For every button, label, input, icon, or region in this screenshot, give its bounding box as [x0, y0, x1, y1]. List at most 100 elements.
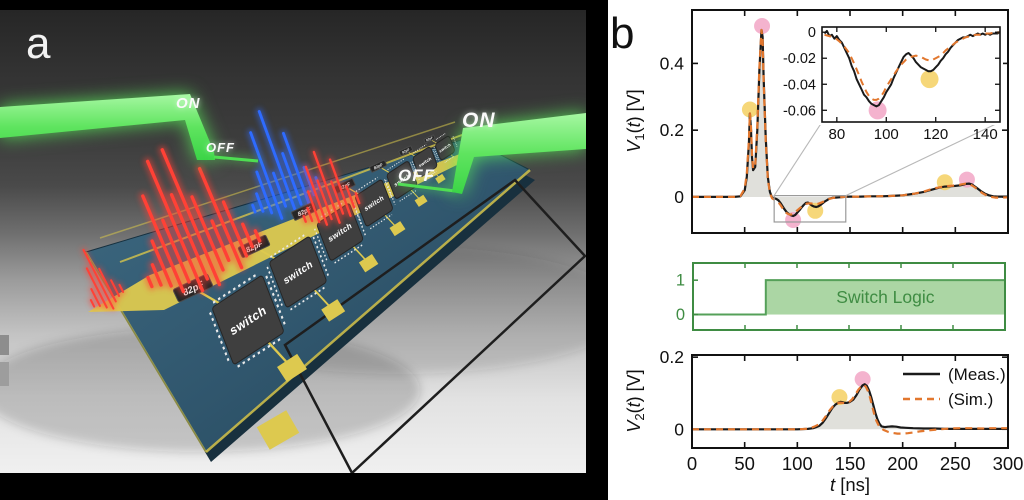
legend-label: (Sim.) [948, 390, 993, 409]
pulse-spike [249, 131, 284, 220]
chip-body [355, 179, 393, 227]
chart-v1: 0 0.2 0.4 V1(t) [V] [624, 9, 1009, 234]
sim-curve [692, 28, 1009, 216]
pulse-spike [345, 185, 356, 209]
capacitor-label: 82pF [402, 147, 412, 154]
inset-ytick-label: 0 [808, 25, 816, 41]
v2-xtick-label: 150 [835, 453, 866, 474]
pulse-spike [312, 150, 341, 224]
signal-state-off-right: OFF [398, 166, 435, 185]
highlight-marker-yellow [831, 389, 848, 406]
v2-xtick-label: 250 [940, 453, 971, 474]
chip-pins [423, 170, 437, 180]
pulse-waveform [247, 108, 324, 222]
highlight-marker-yellow [741, 101, 758, 118]
chart-v1-inset: 0 -0.02 -0.04 -0.06 80 100 120 140 [783, 24, 1003, 143]
solder-pad [389, 221, 406, 237]
sim-curve [824, 31, 1000, 101]
zoom-region-box [773, 195, 847, 223]
signal-state-off-left: OFF [206, 140, 235, 155]
y-axis-label: V2(t) [V] [624, 369, 647, 432]
pulse-spike [282, 131, 312, 207]
capacitor-body [369, 159, 388, 173]
legend-label: (Meas.) [948, 365, 1006, 384]
capacitor-body [398, 145, 414, 157]
chip-pins [290, 285, 327, 311]
chip-body [269, 236, 327, 308]
logic-title: Switch Logic [836, 287, 934, 307]
capacitor: 82pF [369, 159, 388, 173]
v2-ytick-label: 0.2 [660, 347, 684, 367]
x-axis-label: t [ns] [830, 474, 870, 495]
chip-pins [413, 144, 427, 154]
logic-step-trace [693, 279, 1005, 316]
pulse-waveform [300, 149, 363, 228]
pulse-spike [141, 194, 186, 294]
chip-pins [444, 155, 455, 163]
capacitor-label: 82pF [425, 136, 433, 143]
pulse-spike [354, 192, 361, 205]
pulse-spike [85, 267, 108, 309]
chip-pins [384, 179, 393, 199]
solder-pad [256, 410, 300, 450]
v2-xtick-label: 100 [782, 453, 813, 474]
control-signal-right-lead [397, 182, 456, 193]
inset-ytick-label: -0.06 [783, 103, 816, 119]
v1-ytick-label: 0.4 [660, 53, 685, 73]
switch-chip: switch [432, 133, 458, 163]
chip-pins [269, 233, 306, 259]
chip-pins [334, 244, 363, 264]
inset-xtick-label: 140 [973, 126, 998, 143]
pulse-spike [150, 263, 163, 287]
solder-pad [277, 353, 307, 383]
axes-frame [821, 26, 1001, 123]
pulse-spike [241, 222, 254, 249]
area-fill [692, 384, 1008, 430]
v2-xtick-label: 300 [993, 453, 1024, 474]
chip-pins [410, 162, 417, 178]
capacitor: 82pF [398, 145, 414, 157]
chip-pins [399, 189, 417, 202]
pulse-spike [255, 192, 265, 213]
pulse-spike [190, 195, 225, 272]
pulse-spike [328, 158, 352, 217]
signal-state-on-right: ON [462, 109, 496, 132]
highlight-marker-pink [785, 211, 802, 228]
solder-pad [321, 299, 346, 322]
v1-ytick-label: 0.2 [660, 120, 684, 140]
pulse-spike [302, 214, 307, 223]
wire-frame [283, 178, 586, 473]
chip-pins [387, 158, 405, 171]
switch-chip: switch [410, 144, 440, 180]
pulse-spike [160, 148, 222, 287]
pulse-waveform [138, 145, 264, 296]
chip-pins [435, 133, 446, 141]
highlight-marker-pink [868, 101, 887, 120]
switch-chip: switch [352, 176, 396, 230]
pulse-spike [221, 200, 249, 258]
panel-b-plots: b 0 0.2 0.4 V1(t) [V] 0 -0.02 -0.04 -0.06 80 100 1… [608, 0, 1024, 500]
inset-background [819, 24, 1003, 125]
pulse-spike [150, 239, 173, 288]
highlight-marker-pink [854, 371, 871, 388]
chart-switch-logic: 0 1 Switch Logic [676, 262, 1006, 331]
board-rim [205, 169, 531, 453]
pulse-spike [251, 203, 257, 214]
pulse-spike [281, 152, 303, 206]
legend: (Meas.) (Sim.) [903, 365, 1006, 409]
chip-body [435, 135, 455, 161]
pulse-spike [161, 218, 191, 284]
v2-ytick-label: 0 [674, 419, 684, 439]
pulse-spike [255, 170, 274, 215]
control-signal-left [0, 94, 215, 160]
zoom-connector [773, 121, 823, 196]
chip-pins [355, 176, 378, 193]
panel-a-render: 82pFswitch82pFswitch82pFswitch82pFswitch… [0, 10, 586, 473]
chip-pins [385, 179, 396, 206]
panel-a-scene: 82pFswitch82pFswitch82pFswitch82pFswitch… [0, 94, 586, 473]
pulse-spike [90, 287, 101, 307]
highlight-marker-pink [754, 18, 771, 35]
chip-pins [314, 228, 328, 261]
panel-b-label: b [610, 9, 635, 58]
